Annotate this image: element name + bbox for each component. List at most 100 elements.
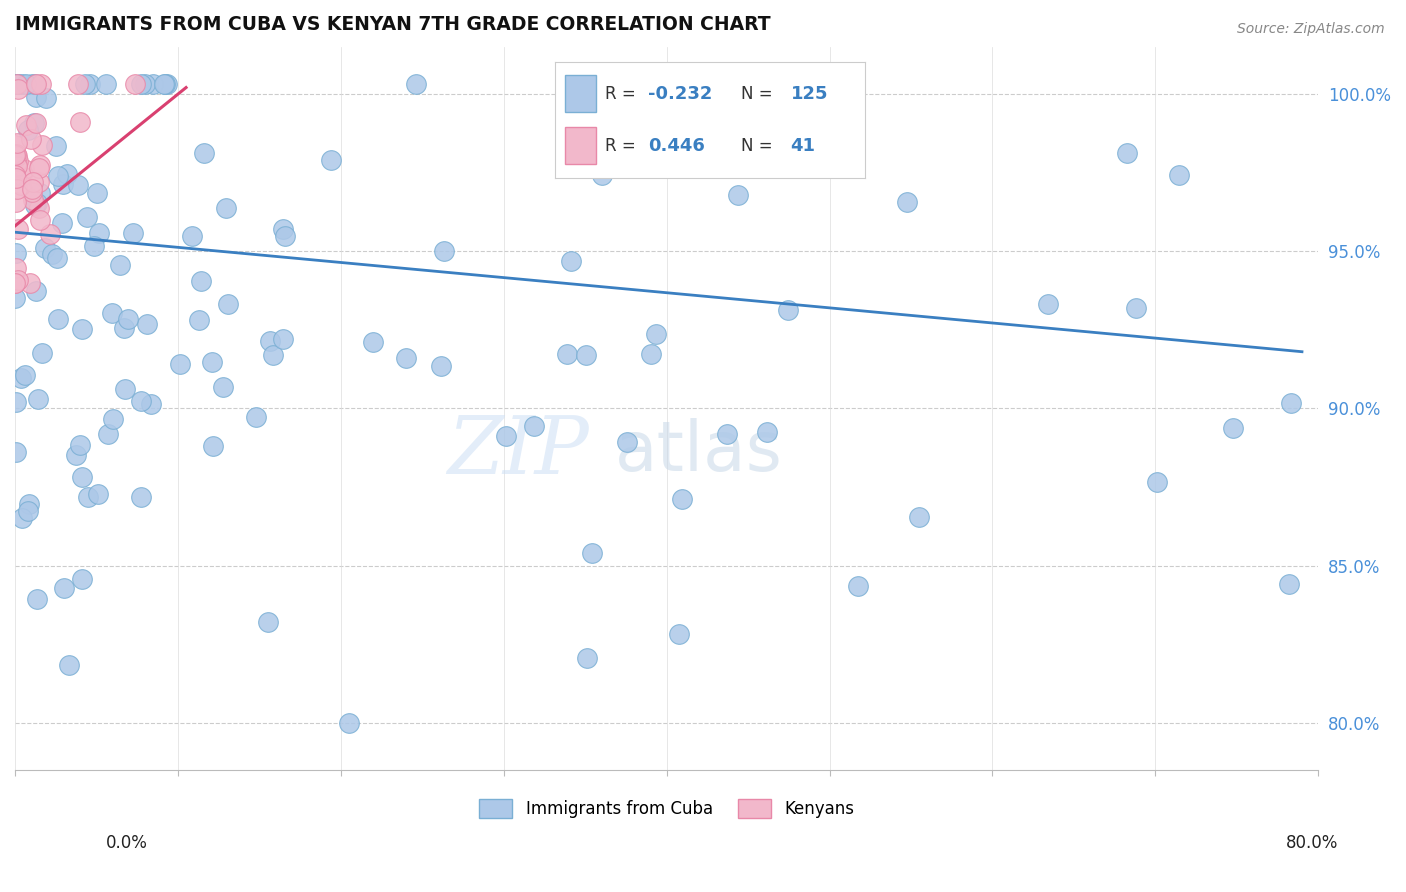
Point bbox=[4, 276, 27, 290]
Point bbox=[24, 78, 46, 92]
Point bbox=[117, 311, 139, 326]
Point bbox=[1036, 297, 1059, 311]
Point bbox=[4, 276, 27, 290]
Point bbox=[22, 116, 45, 130]
Point bbox=[101, 305, 124, 319]
Point bbox=[190, 274, 212, 288]
Point bbox=[17, 123, 39, 137]
Point bbox=[671, 492, 693, 507]
Point bbox=[7, 154, 30, 169]
Point bbox=[20, 132, 42, 146]
Point bbox=[6, 159, 28, 173]
Point bbox=[15, 78, 38, 92]
Point bbox=[7, 273, 30, 287]
Point bbox=[25, 90, 48, 104]
Text: N =: N = bbox=[741, 137, 778, 155]
Point bbox=[51, 216, 73, 230]
Point bbox=[27, 392, 49, 406]
Point bbox=[10, 511, 32, 525]
Point bbox=[262, 348, 284, 362]
Point bbox=[76, 211, 98, 225]
Point bbox=[110, 259, 132, 273]
Point bbox=[83, 239, 105, 253]
Point bbox=[65, 448, 87, 462]
Point bbox=[24, 197, 46, 211]
Point bbox=[668, 627, 690, 641]
Point bbox=[560, 253, 582, 268]
Bar bbox=[565, 75, 596, 112]
Point bbox=[70, 470, 93, 484]
Point bbox=[259, 334, 281, 349]
Text: 80.0%: 80.0% bbox=[1286, 834, 1339, 852]
Point bbox=[10, 371, 32, 385]
Point bbox=[215, 201, 238, 215]
Text: 41: 41 bbox=[790, 137, 815, 155]
Point bbox=[27, 592, 49, 607]
Point bbox=[66, 178, 89, 192]
Point bbox=[39, 227, 62, 241]
Point bbox=[14, 368, 37, 383]
Point bbox=[31, 137, 53, 152]
Point bbox=[6, 78, 28, 92]
Point bbox=[13, 161, 35, 176]
Point bbox=[756, 425, 779, 439]
Point bbox=[640, 347, 662, 361]
Point bbox=[35, 91, 58, 105]
Point bbox=[202, 439, 225, 453]
Point bbox=[716, 427, 738, 442]
Point bbox=[11, 169, 34, 183]
Point bbox=[28, 186, 51, 200]
Point bbox=[776, 302, 799, 317]
Point bbox=[274, 229, 297, 244]
Point bbox=[4, 78, 27, 92]
Point bbox=[114, 382, 136, 396]
Point bbox=[25, 195, 48, 210]
Point bbox=[6, 171, 28, 186]
Point bbox=[10, 178, 32, 193]
Point bbox=[908, 509, 931, 524]
Point bbox=[131, 394, 153, 409]
Text: 0.446: 0.446 bbox=[648, 137, 704, 155]
Point bbox=[131, 78, 153, 92]
Point bbox=[6, 78, 28, 92]
Point bbox=[405, 78, 427, 92]
Point bbox=[25, 116, 48, 130]
Point bbox=[1278, 576, 1301, 591]
Point bbox=[11, 78, 34, 92]
Point bbox=[495, 428, 517, 442]
Point bbox=[18, 497, 41, 511]
Point bbox=[30, 78, 52, 92]
Point bbox=[1146, 475, 1168, 489]
Point bbox=[169, 357, 191, 371]
Point bbox=[581, 546, 603, 560]
Point bbox=[395, 351, 418, 366]
Point bbox=[7, 82, 30, 96]
Point bbox=[4, 138, 27, 153]
Point bbox=[1222, 421, 1244, 435]
Point bbox=[271, 222, 294, 236]
Point bbox=[21, 175, 44, 189]
Point bbox=[86, 186, 108, 200]
Point bbox=[4, 445, 27, 459]
Point bbox=[97, 427, 120, 442]
Point bbox=[28, 213, 51, 227]
Point bbox=[70, 572, 93, 586]
Point bbox=[34, 241, 56, 255]
Text: 125: 125 bbox=[790, 85, 828, 103]
Point bbox=[1125, 301, 1147, 315]
Point bbox=[69, 115, 91, 129]
Point bbox=[7, 78, 30, 92]
Text: Source: ZipAtlas.com: Source: ZipAtlas.com bbox=[1237, 22, 1385, 37]
Point bbox=[45, 138, 67, 153]
Text: IMMIGRANTS FROM CUBA VS KENYAN 7TH GRADE CORRELATION CHART: IMMIGRANTS FROM CUBA VS KENYAN 7TH GRADE… bbox=[15, 15, 770, 34]
Point bbox=[4, 148, 27, 162]
Point bbox=[201, 355, 224, 369]
Point bbox=[616, 435, 638, 450]
Text: R =: R = bbox=[605, 85, 641, 103]
Point bbox=[55, 167, 77, 181]
Point bbox=[103, 411, 125, 425]
Point bbox=[15, 119, 38, 133]
Point bbox=[79, 78, 101, 92]
Text: ZIP: ZIP bbox=[447, 413, 589, 491]
Point bbox=[153, 78, 176, 92]
